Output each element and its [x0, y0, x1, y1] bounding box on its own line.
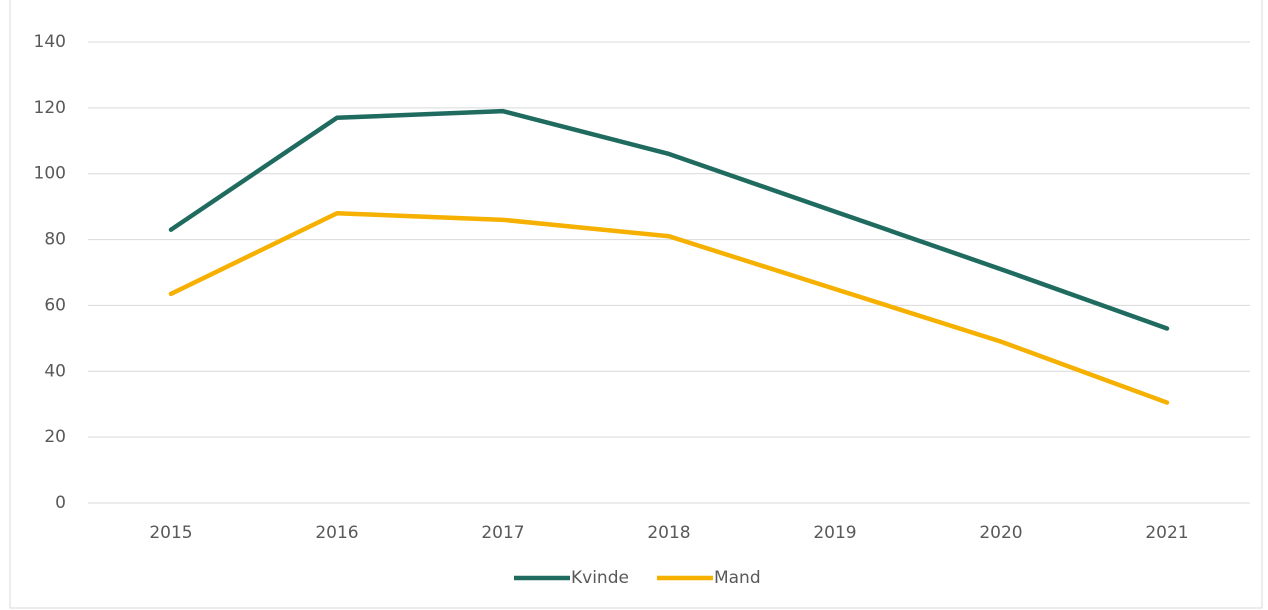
x-tick-label: 2018	[647, 523, 690, 543]
x-tick-label: 2020	[979, 523, 1022, 543]
y-tick-label: 60	[44, 295, 66, 315]
legend-label: Mand	[714, 568, 761, 588]
chart-frame	[9, 0, 1263, 609]
x-tick-label: 2015	[149, 523, 192, 543]
x-tick-label: 2016	[315, 523, 358, 543]
series-line	[168, 210, 1170, 405]
y-tick-label: 120	[34, 98, 66, 118]
y-tick-label: 100	[34, 164, 66, 184]
x-tick-label: 2019	[813, 523, 856, 543]
legend-label: Kvinde	[571, 568, 629, 588]
y-tick-label: 0	[55, 493, 66, 513]
y-tick-label: 80	[44, 230, 66, 250]
y-tick-label: 140	[34, 32, 66, 52]
x-tick-label: 2021	[1145, 523, 1188, 543]
x-tick-label: 2017	[481, 523, 524, 543]
y-tick-label: 20	[44, 427, 66, 447]
series-line	[168, 108, 1170, 331]
y-tick-label: 40	[44, 361, 66, 381]
